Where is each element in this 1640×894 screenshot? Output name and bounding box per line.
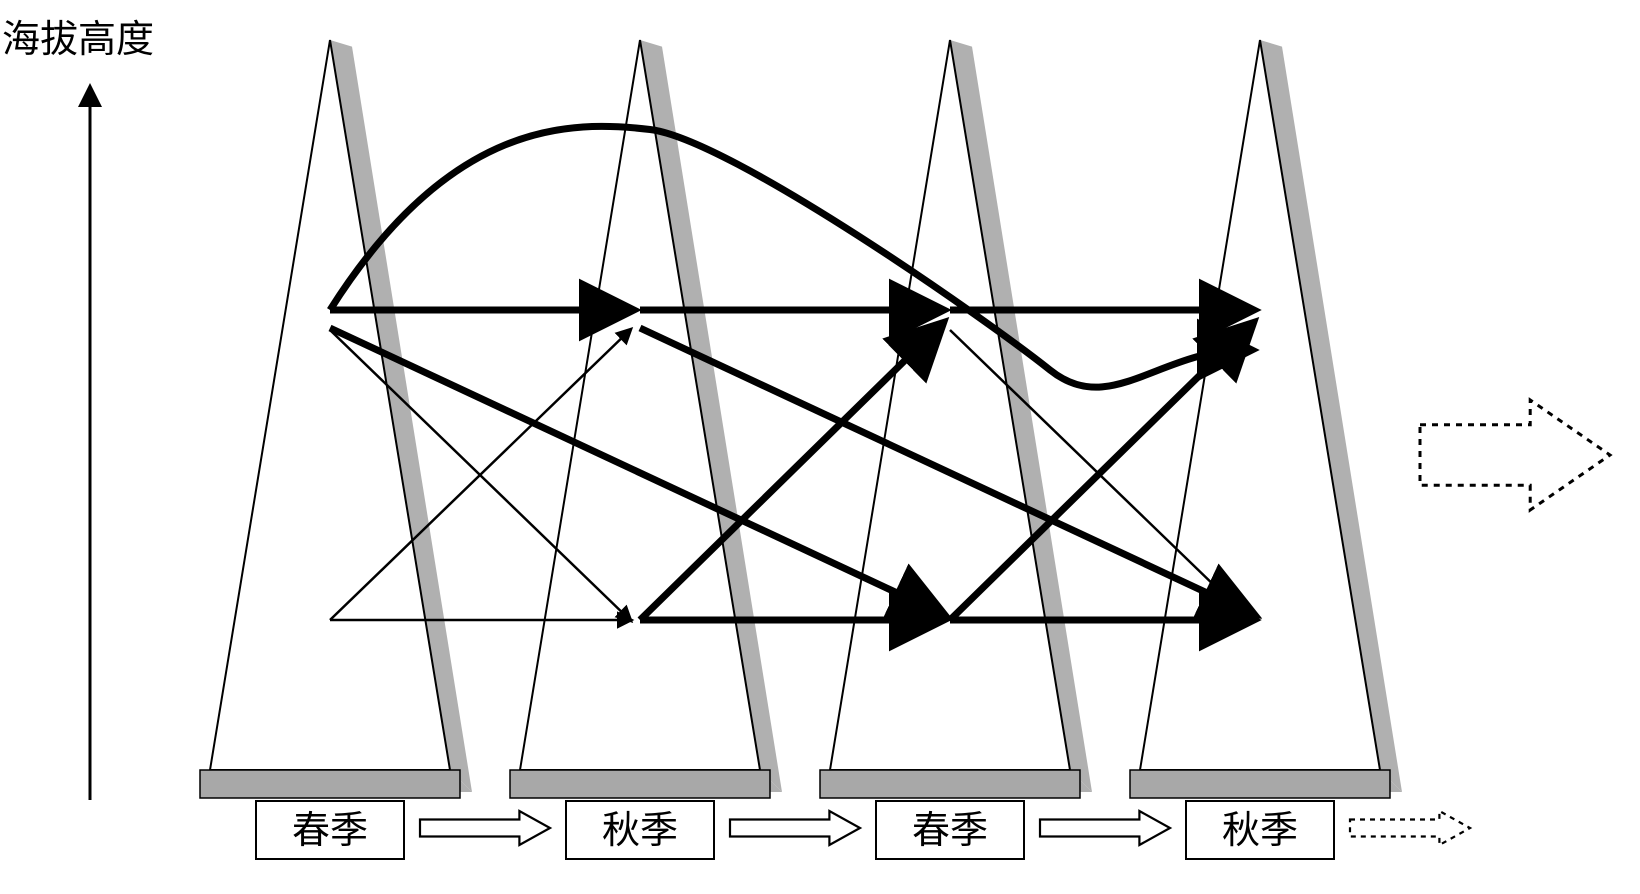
season-box: 春季 (875, 800, 1025, 860)
season-box: 春季 (255, 800, 405, 860)
mountain (520, 40, 760, 770)
mountain-plinth (510, 770, 770, 798)
season-box: 秋季 (565, 800, 715, 860)
mountain (1140, 40, 1380, 770)
outline-block-arrow (730, 811, 860, 845)
mountain-plinth (1130, 770, 1390, 798)
big-dotted-arrow (1420, 400, 1610, 510)
mountains-layer (200, 40, 1402, 798)
thick-sine-curve (330, 126, 1244, 387)
season-box: 秋季 (1185, 800, 1335, 860)
outline-block-arrow (1040, 811, 1170, 845)
dotted-block-arrow (1350, 811, 1470, 845)
mountain (830, 40, 1070, 770)
mountain (210, 40, 450, 770)
mountain-plinth (820, 770, 1080, 798)
mountain-plinth (200, 770, 460, 798)
outline-block-arrow (420, 811, 550, 845)
diagram-root: 海拔高度 春季秋季春季秋季 (0, 0, 1640, 894)
thick-paths-layer (330, 126, 1248, 620)
diagram-svg (0, 0, 1640, 894)
